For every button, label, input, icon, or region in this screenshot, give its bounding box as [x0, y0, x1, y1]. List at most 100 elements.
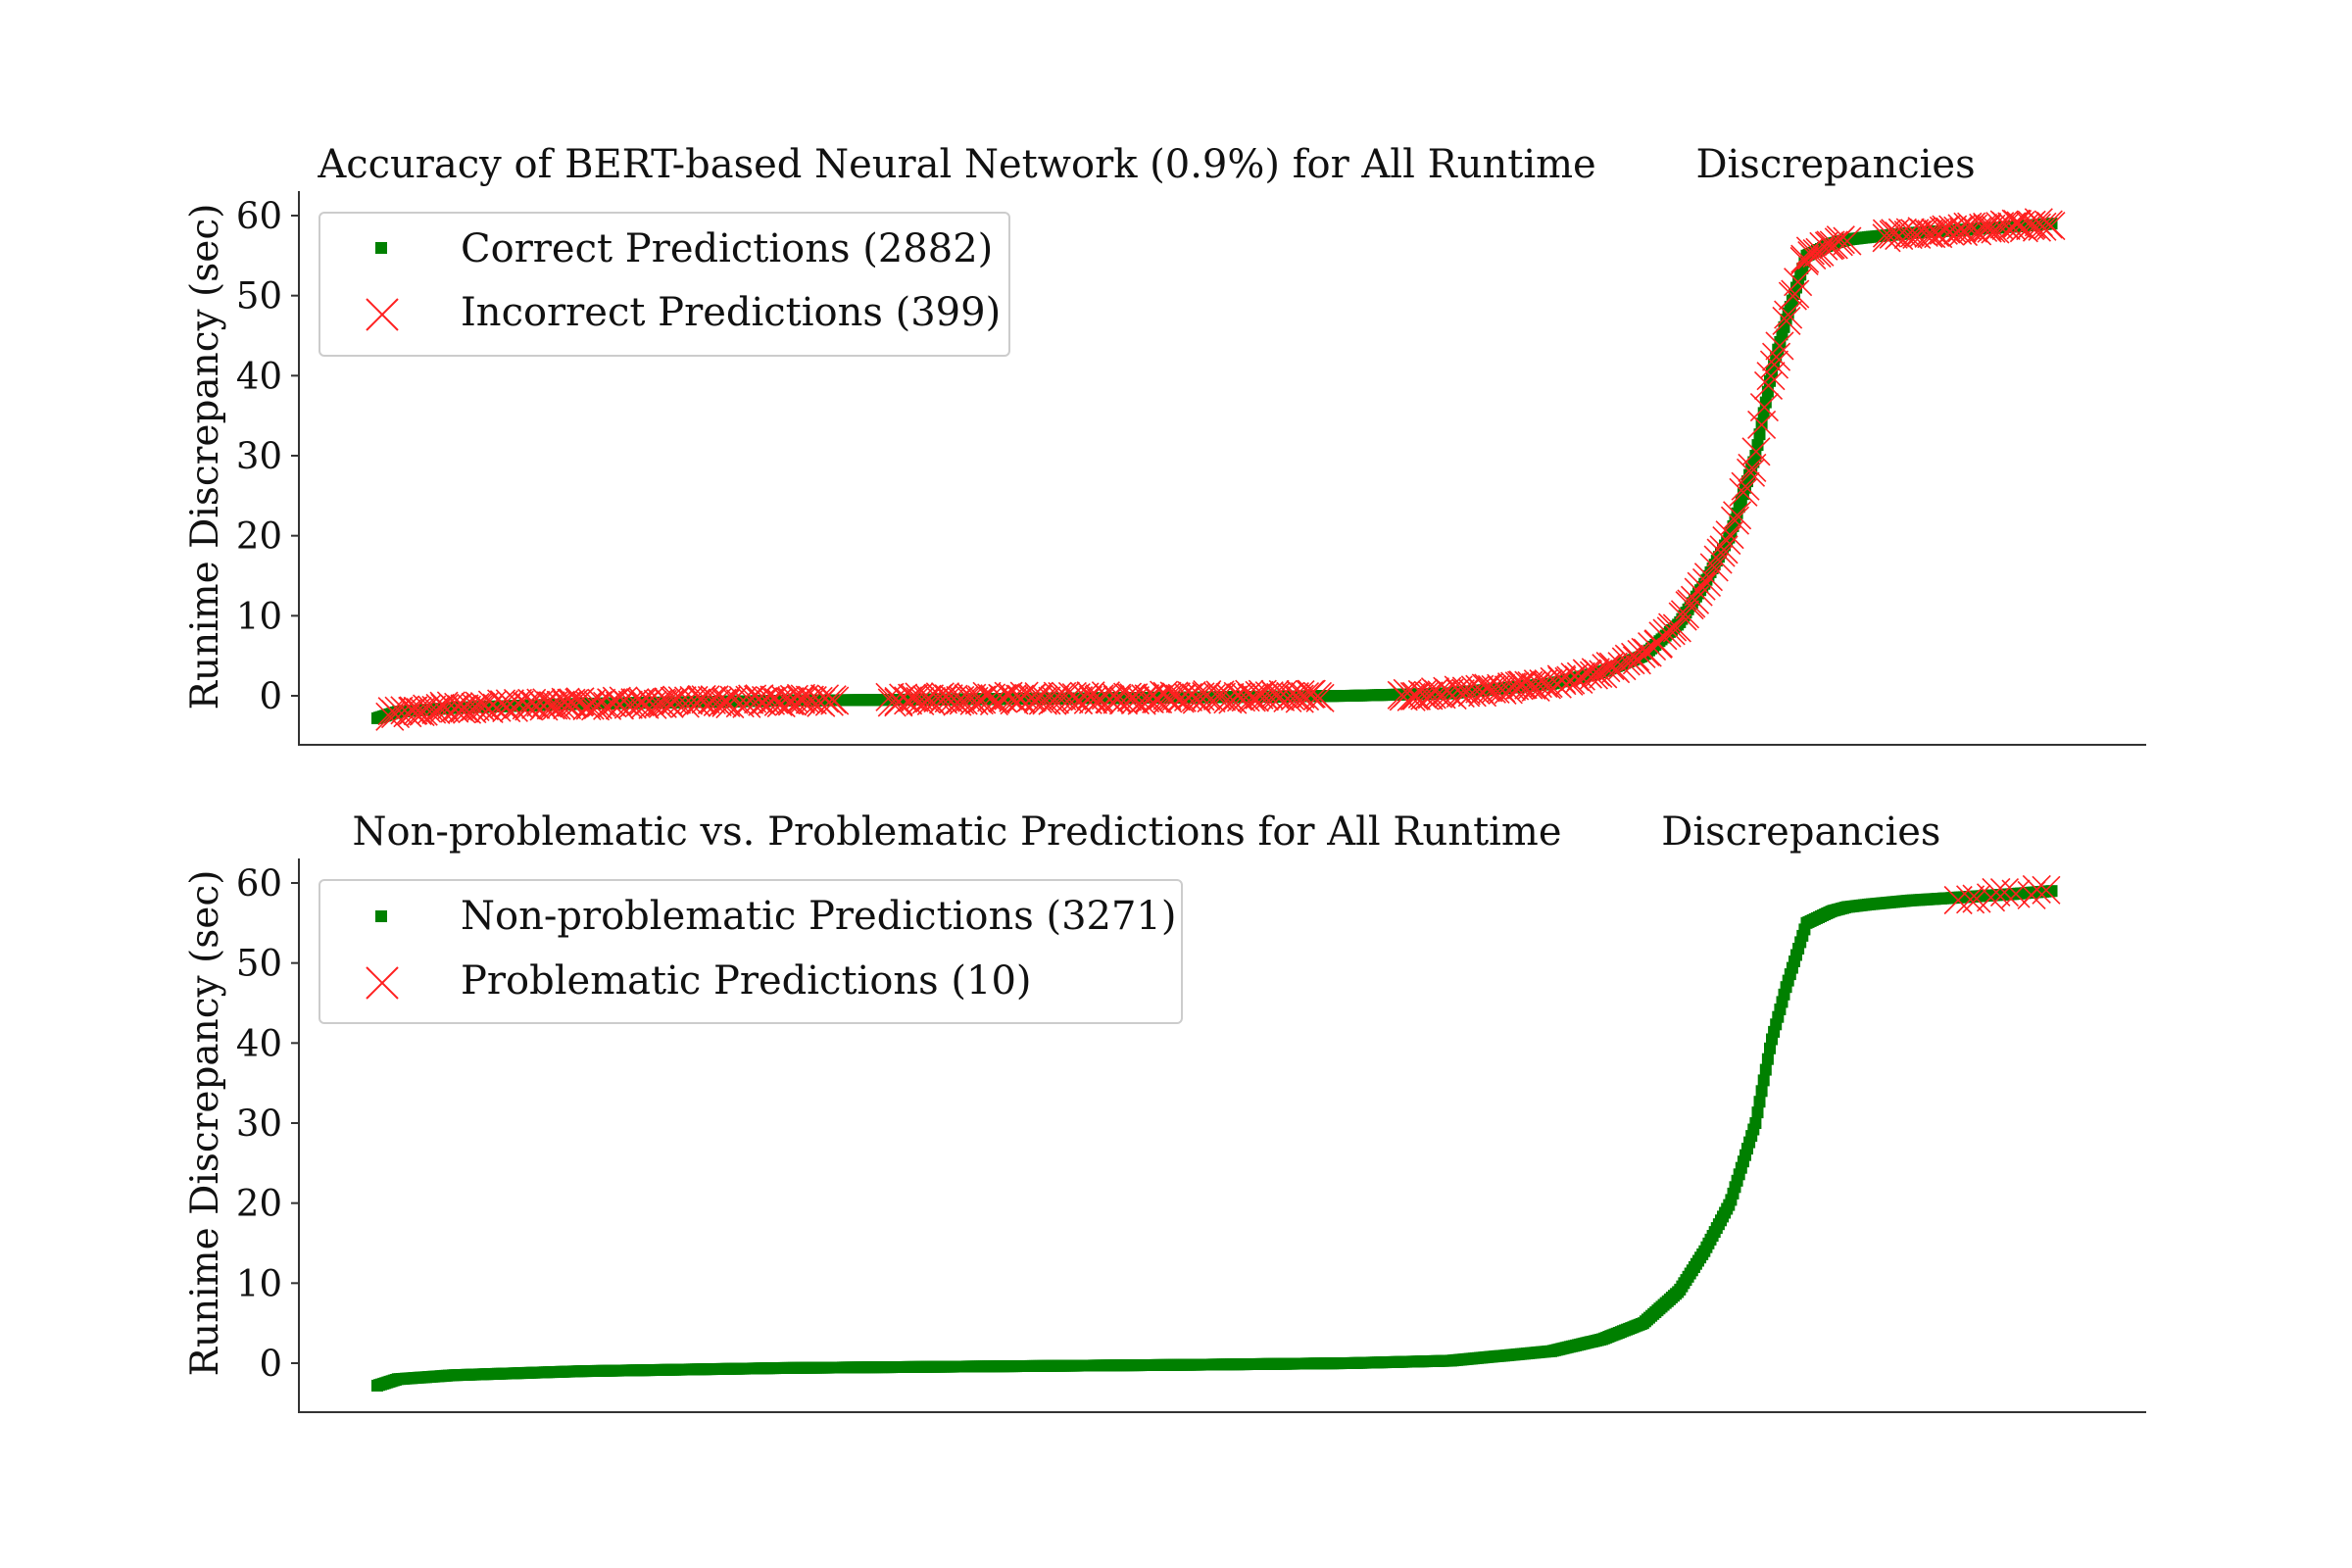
incorrect-marker: [1616, 646, 1645, 675]
incorrect-marker: [489, 690, 519, 719]
incorrect-marker: [643, 689, 672, 718]
incorrect-marker: [934, 684, 963, 713]
incorrect-marker: [1738, 453, 1767, 483]
incorrect-marker: [1895, 218, 1925, 247]
incorrect-marker: [1921, 218, 1950, 248]
incorrect-marker: [1981, 215, 2010, 244]
y-tick-label: 50: [236, 943, 282, 985]
incorrect-marker: [620, 688, 650, 717]
incorrect-marker: [1144, 685, 1173, 714]
incorrect-marker: [1712, 525, 1741, 556]
incorrect-marker: [2022, 874, 2051, 904]
incorrect-marker: [820, 686, 850, 715]
incorrect-marker: [1781, 279, 1810, 309]
incorrect-marker: [1736, 458, 1766, 487]
incorrect-marker: [546, 690, 575, 719]
incorrect-marker: [1064, 686, 1094, 715]
incorrect-marker: [964, 686, 994, 715]
incorrect-marker: [1460, 675, 1490, 705]
incorrect-marker: [1747, 410, 1777, 440]
incorrect-marker: [1962, 884, 1991, 913]
incorrect-marker: [2032, 875, 2061, 905]
incorrect-marker: [1254, 681, 1284, 710]
correct-marker: [1759, 1063, 1772, 1076]
top-legend-x-marker: [366, 298, 399, 331]
incorrect-marker: [1772, 306, 1801, 336]
incorrect-marker: [1620, 642, 1650, 671]
incorrect-marker: [1699, 553, 1729, 582]
y-tick-label: 30: [236, 1102, 282, 1145]
incorrect-marker: [1250, 682, 1279, 711]
incorrect-marker: [1240, 683, 1269, 712]
bottom-y-axis-label: Runime Discrepancy (sec): [183, 870, 227, 1377]
incorrect-marker: [1989, 877, 2020, 907]
incorrect-marker: [447, 695, 476, 724]
bottom-legend-box: [318, 879, 1183, 1024]
incorrect-marker: [452, 695, 482, 724]
incorrect-marker: [1809, 231, 1838, 261]
incorrect-marker: [1477, 674, 1506, 704]
y-tick-label: 20: [236, 515, 282, 558]
incorrect-marker: [1102, 683, 1132, 712]
incorrect-marker: [655, 689, 684, 718]
incorrect-marker: [1720, 506, 1750, 535]
incorrect-marker: [1670, 600, 1700, 629]
correct-marker: [1764, 1042, 1776, 1054]
correct-marker: [1757, 1074, 1770, 1087]
incorrect-marker: [1305, 683, 1335, 712]
incorrect-marker: [1833, 226, 1862, 256]
bottom-y-ticks: 0 10 20 30 40 50 60: [236, 862, 299, 1385]
incorrect-marker: [1120, 686, 1151, 715]
incorrect-marker: [565, 687, 595, 716]
incorrect-marker: [906, 686, 935, 716]
incorrect-marker: [1756, 362, 1786, 391]
incorrect-marker: [994, 681, 1023, 710]
correct-marker: [1753, 1096, 1766, 1108]
incorrect-marker: [1296, 679, 1325, 709]
correct-marker: [1761, 385, 1774, 398]
bottom-data-marks: [371, 874, 2061, 1392]
incorrect-marker: [1759, 350, 1789, 379]
incorrect-marker: [1297, 679, 1326, 709]
incorrect-marker: [905, 682, 934, 711]
incorrect-marker: [1680, 585, 1710, 614]
incorrect-marker: [2001, 879, 2031, 908]
incorrect-marker: [1048, 681, 1077, 711]
incorrect-marker: [1028, 686, 1057, 715]
incorrect-marker: [1423, 679, 1453, 709]
incorrect-marker: [1218, 685, 1248, 714]
incorrect-marker: [1872, 219, 1902, 248]
incorrect-marker: [1152, 681, 1182, 710]
incorrect-marker: [719, 685, 749, 714]
correct-marker: [1749, 1117, 1762, 1129]
incorrect-marker: [1444, 675, 1473, 705]
top-y-axis-label: Runime Discrepancy (sec): [183, 204, 227, 710]
bottom-legend-nonproblematic-label: Non-problematic Predictions (3271): [461, 894, 1176, 939]
incorrect-marker: [1991, 211, 2021, 240]
incorrect-marker: [1131, 684, 1160, 713]
incorrect-marker: [1687, 571, 1716, 601]
incorrect-marker: [1401, 681, 1432, 710]
incorrect-marker: [1789, 246, 1819, 276]
incorrect-marker: [1741, 437, 1771, 466]
incorrect-marker: [2028, 212, 2057, 241]
y-tick-label: 60: [236, 862, 282, 905]
incorrect-marker: [1753, 370, 1784, 400]
incorrect-marker: [417, 695, 447, 724]
incorrect-marker: [697, 685, 726, 715]
correct-marker: [1751, 1106, 1764, 1119]
y-tick-label: 30: [236, 435, 282, 477]
incorrect-marker: [1076, 681, 1105, 710]
incorrect-marker: [2009, 214, 2038, 243]
top-legend-correct-label: Correct Predictions (2882): [461, 226, 993, 271]
bottom-chart-title: Non-problematic vs. Problematic Predicti…: [353, 809, 1941, 855]
correct-marker: [1755, 1085, 1768, 1098]
y-tick-label: 50: [236, 275, 282, 318]
y-tick-label: 20: [236, 1183, 282, 1225]
y-tick-label: 10: [236, 1262, 282, 1304]
incorrect-marker: [1573, 660, 1603, 689]
bottom-legend-x-marker: [366, 966, 399, 1000]
incorrect-marker: [466, 692, 496, 721]
incorrect-marker: [1943, 885, 1973, 915]
